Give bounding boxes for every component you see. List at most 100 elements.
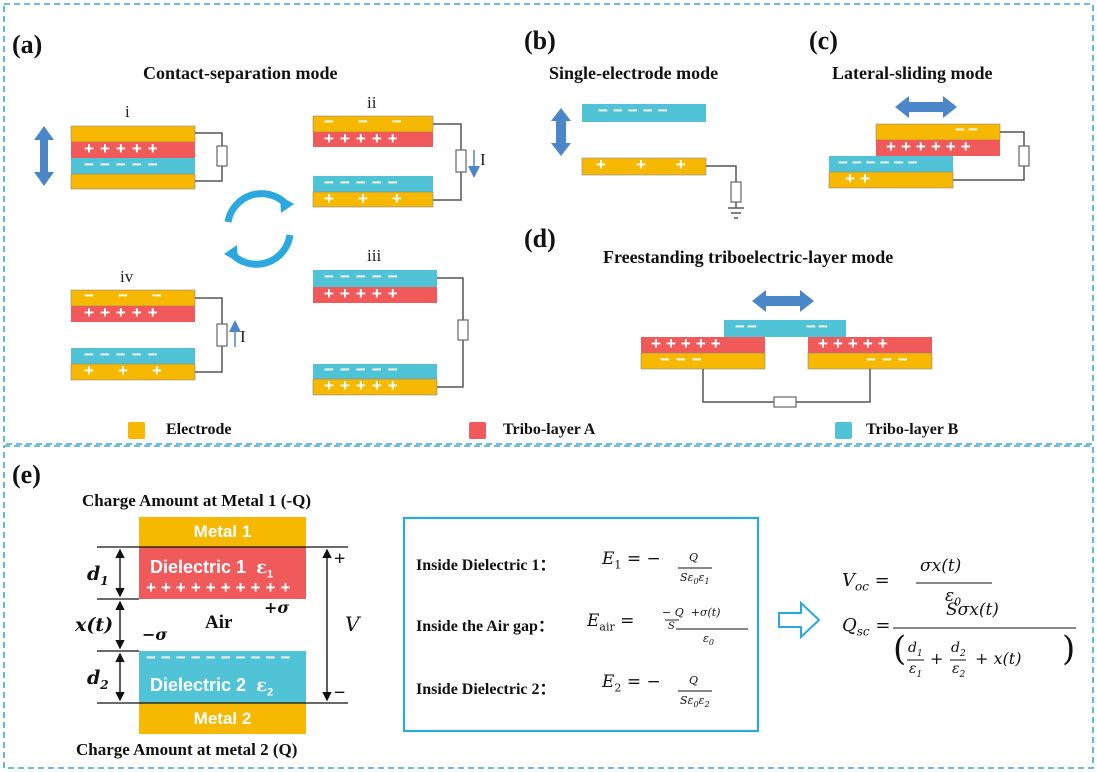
charges-minus: −− [955, 120, 981, 139]
qsc-eps2: ε2 [952, 661, 966, 680]
single-electrode-diagram [551, 104, 744, 219]
caption-metal2-charge: Charge Amount at metal 2 (Q) [76, 740, 298, 759]
charges-plus: +++++ [324, 376, 404, 395]
voc-lhs: Voc = [842, 570, 890, 594]
charges-plus: ++ [845, 169, 875, 188]
state-iv [70, 289, 241, 381]
current-label-ii: I [480, 150, 486, 169]
dielectric2-label: Dielectric 2 ε2 [150, 675, 274, 699]
eq2-num: − Q +σ(t) [662, 606, 721, 619]
charges-plus: ++++++ [886, 137, 976, 156]
charges-minus: −−−−− [324, 360, 404, 379]
charges-minus: −−−−−− [838, 153, 922, 172]
charges-minus: −−−−− [324, 267, 404, 286]
double-arrow-horizontal-icon [895, 96, 957, 118]
panel-label-d: (d) [524, 224, 556, 253]
charges-minus: −−− [84, 286, 186, 305]
dielectric2-charges: −−−−−−−−−− [146, 648, 296, 667]
double-arrow-vertical-icon [34, 126, 54, 186]
plus-sigma-label: +σ [264, 598, 290, 617]
charges-minus: −−−−− [324, 173, 404, 192]
panel-label-b: (b) [524, 26, 556, 55]
current-label-iv: I [240, 327, 246, 346]
title-freestanding: Freestanding triboelectric-layer mode [603, 247, 894, 267]
legend-swatch-electrode [128, 422, 145, 439]
charges-minus: −−− [866, 350, 914, 369]
eq2-num-den: S [668, 621, 675, 632]
title-lateral-sliding: Lateral-sliding mode [832, 63, 993, 83]
title-single-electrode: Single-electrode mode [549, 63, 719, 83]
title-contact-separation: Contact-separation mode [143, 63, 338, 83]
legend-label-tribo-a: Tribo-layer A [503, 421, 596, 438]
equation-box [402, 516, 760, 733]
charges-minus: −−−−− [84, 155, 164, 174]
state-label-ii: ii [367, 93, 377, 112]
eq3-den: Sε0ε2 [680, 694, 710, 710]
hollow-arrow-icon [778, 600, 821, 640]
charges-plus: +++++ [651, 334, 726, 353]
charges-plus: +++++ [84, 303, 164, 322]
qsc-eps1: ε1 [909, 661, 923, 680]
legend-label-tribo-b: Tribo-layer B [866, 421, 959, 438]
eq3-lhs: E2 = − [602, 672, 661, 695]
charges-plus: +++ [324, 189, 426, 208]
eq2-den: ε0 [703, 632, 714, 648]
double-arrow-horizontal-icon [752, 290, 814, 312]
charges-plus: +++++ [84, 139, 164, 158]
voc-num: σx(t) [920, 556, 962, 576]
xt-label: x(t) [75, 614, 114, 636]
eq1-lhs: E1 = − [602, 549, 661, 572]
panel-label-e: (e) [12, 460, 41, 489]
charges-minus: −− [806, 317, 830, 336]
charges-minus: −−− [324, 112, 426, 131]
qsc-plus1: + [930, 649, 944, 668]
qsc-paren-left: ( [893, 629, 907, 669]
qsc-d1: d1 [908, 640, 923, 659]
dielectric1-charges: ++++++++++ [146, 578, 296, 597]
eq-label-air-gap: Inside the Air gap： [416, 618, 554, 635]
state-label-iii: iii [367, 246, 382, 265]
capacitor-model [97, 517, 348, 734]
d1-label: d1 [87, 563, 109, 588]
plus-terminal: + [334, 548, 346, 570]
panel-label-c: (c) [809, 26, 838, 55]
legend-label-electrode: Electrode [166, 421, 232, 438]
eq3-num: Q [689, 674, 699, 687]
double-arrow-vertical-icon [551, 108, 571, 156]
panel-label-a: (a) [12, 30, 43, 59]
state-iii [312, 270, 469, 396]
qsc-num: Sσx(t) [946, 600, 999, 620]
charges-plus: +++++ [324, 129, 404, 148]
caption-metal1-charge: Charge Amount at Metal 1 (-Q) [82, 491, 311, 510]
state-label-iv: iv [120, 267, 134, 286]
cycle-arrows-icon [224, 190, 294, 268]
state-ii [312, 115, 480, 208]
voc-den: ε0 [945, 586, 962, 609]
charges-plus: +++++ [818, 334, 893, 353]
minus-sigma-label: −σ [142, 625, 168, 644]
charges-plus: +++ [84, 361, 186, 380]
voltage-label: V [345, 612, 360, 636]
eq-label-dielectric1: Inside Dielectric 1： [416, 557, 556, 574]
d2-label: d2 [87, 667, 109, 692]
eq-label-dielectric2: Inside Dielectric 2： [416, 681, 556, 698]
state-i [34, 125, 228, 190]
charges-minus: −−− [660, 350, 708, 369]
eq1-num: Q [689, 551, 699, 564]
charges-plus: +++ [596, 155, 716, 174]
qsc-lhs: Qsc = [842, 615, 891, 639]
charges-minus: −−−−− [598, 101, 673, 120]
charges-minus: −−−−− [84, 345, 164, 364]
freestanding-diagram [640, 290, 933, 408]
panel-border-top [3, 3, 1094, 445]
lateral-sliding-diagram [828, 96, 1030, 189]
dielectric1-label: Dielectric 1 ε1 [150, 557, 274, 581]
charges-minus: −− [735, 317, 759, 336]
legend-swatch-tribo-b [835, 422, 852, 439]
qsc-xt: + x(t) [975, 649, 1022, 668]
panel-border-bottom [3, 445, 1094, 769]
eq2-lhs: Eair = [587, 611, 635, 634]
metal1-label: Metal 1 [193, 522, 252, 541]
